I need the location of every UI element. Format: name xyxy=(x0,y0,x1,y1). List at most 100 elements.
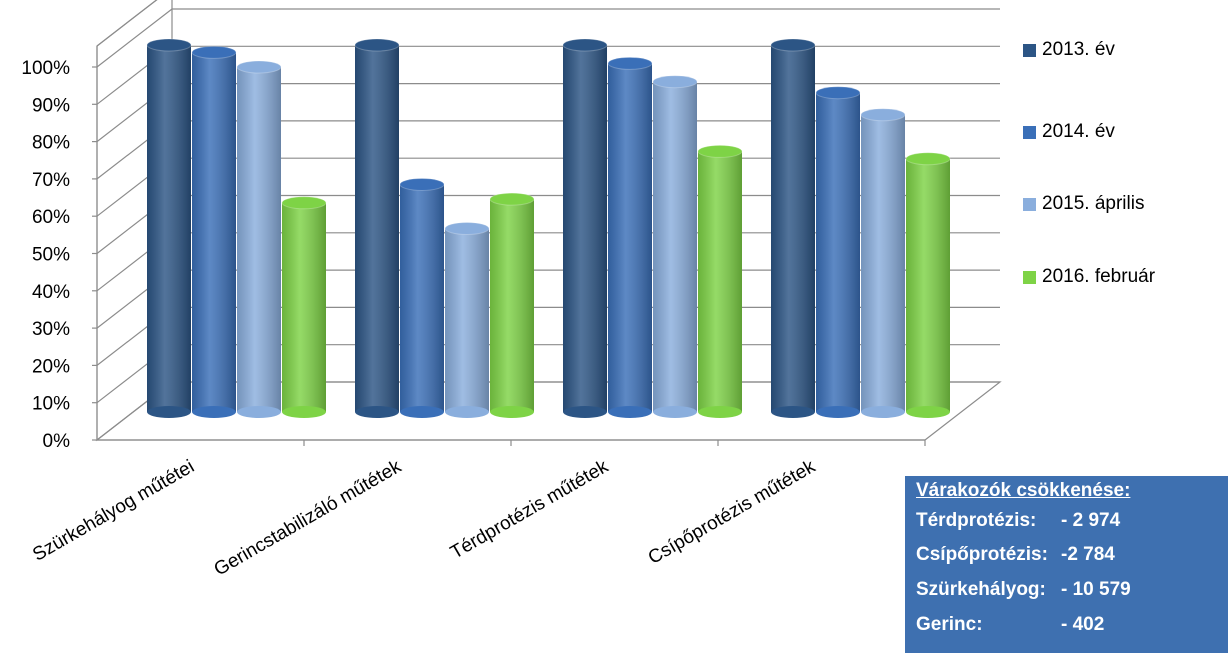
bar-base xyxy=(147,406,191,418)
bar xyxy=(905,152,951,418)
y-axis: 0% 10% 20% 30% 40% 50% 60% 70% 80% 90% 100% xyxy=(21,46,98,452)
bar xyxy=(281,196,327,418)
legend-label-2015: 2015. április xyxy=(1042,193,1145,214)
bar xyxy=(562,38,608,418)
bar-base xyxy=(355,406,399,418)
bar xyxy=(607,56,653,418)
bar-top xyxy=(236,60,282,74)
bar xyxy=(399,177,445,418)
info-row-label: Csípőprotézis: xyxy=(916,544,1048,565)
bar-base xyxy=(906,406,950,418)
info-box-title: Várakozók csökkenése: xyxy=(916,480,1131,501)
category-label: Térdprotézis műtétek xyxy=(447,456,612,564)
category-label: Gerincstabilizáló műtétek xyxy=(211,456,406,581)
bar-shading xyxy=(816,92,860,413)
waitlist-reduction-box: Várakozók csökkenése: Térdprotézis: - 2 … xyxy=(905,476,1228,653)
bar-top xyxy=(354,38,400,52)
y-tick-label: 0% xyxy=(43,431,71,452)
category-label: Csípőprotézis műtétek xyxy=(645,456,820,569)
bar-top xyxy=(489,192,535,206)
bar xyxy=(697,144,743,418)
bar xyxy=(444,222,490,418)
bar-shading xyxy=(563,45,607,412)
bar-top xyxy=(191,45,237,59)
bar-top xyxy=(281,196,327,210)
bar-shading xyxy=(147,45,191,412)
legend-swatch-2013 xyxy=(1023,43,1036,57)
info-row-value: -2 784 xyxy=(1061,544,1115,565)
bar-base xyxy=(445,406,489,418)
y-tick-label: 10% xyxy=(32,394,70,415)
bar-top xyxy=(815,86,861,100)
info-row-value: - 10 579 xyxy=(1061,579,1131,600)
bars xyxy=(146,38,951,418)
y-tick-label: 90% xyxy=(32,95,70,116)
bar-base xyxy=(771,406,815,418)
bar-base xyxy=(861,406,905,418)
bar-shading xyxy=(490,199,534,412)
bar-base xyxy=(282,406,326,418)
bar-top xyxy=(860,108,906,122)
bar-top xyxy=(562,38,608,52)
bar-shading xyxy=(861,114,905,412)
bar-shading xyxy=(237,67,281,413)
bar xyxy=(191,45,237,418)
bar-base xyxy=(237,406,281,418)
bar-base xyxy=(563,406,607,418)
legend-item-2016: 2016. február xyxy=(1023,265,1155,289)
y-tick-label: 100% xyxy=(21,58,70,79)
bar xyxy=(770,38,816,418)
gridline xyxy=(96,8,1000,68)
bar-top xyxy=(905,152,951,166)
bar-base xyxy=(490,406,534,418)
bar-top xyxy=(697,144,743,158)
y-tick-label: 40% xyxy=(32,282,70,303)
bar-shading xyxy=(355,45,399,412)
bar-shading xyxy=(445,228,489,412)
legend-label-2016: 2016. február xyxy=(1042,266,1156,287)
legend-label-2014: 2014. év xyxy=(1042,121,1115,142)
x-axis: Szürkehályog műtétei Gerincstabilizáló mű… xyxy=(29,439,926,581)
bar-top xyxy=(770,38,816,52)
y-tick-label: 80% xyxy=(32,133,70,154)
y-tick-label: 50% xyxy=(32,245,70,266)
legend-swatch-2015 xyxy=(1023,197,1036,211)
y-tick-label: 20% xyxy=(32,356,70,377)
bar xyxy=(860,108,906,418)
bar xyxy=(236,60,282,418)
info-row-label: Szürkehályog: xyxy=(916,579,1046,600)
bar-base xyxy=(400,406,444,418)
bar-shading xyxy=(771,45,815,412)
bar xyxy=(489,192,535,418)
bar-shading xyxy=(192,52,236,413)
bar-base xyxy=(192,406,236,418)
bar-top xyxy=(399,177,445,191)
bar-shading xyxy=(400,184,444,412)
bar-top xyxy=(607,56,653,70)
info-row-value: - 2 974 xyxy=(1061,510,1121,531)
bar-shading xyxy=(282,202,326,412)
legend-item-2015: 2015. április xyxy=(1023,192,1144,216)
bar-shading xyxy=(608,63,652,412)
info-row-label: Gerinc: xyxy=(916,614,983,635)
bar xyxy=(354,38,400,418)
bar-base xyxy=(698,406,742,418)
bar-base xyxy=(608,406,652,418)
category-label: Szürkehályog műtétei xyxy=(29,456,198,566)
bar xyxy=(815,86,861,418)
bar xyxy=(652,75,698,418)
legend-item-2014: 2014. év xyxy=(1023,120,1115,144)
bar-shading xyxy=(653,81,697,412)
bar xyxy=(146,38,192,418)
y-tick-label: 70% xyxy=(32,170,70,191)
bar-base xyxy=(653,406,697,418)
bar-top xyxy=(444,222,490,235)
bar-shading xyxy=(906,158,950,412)
info-row-label: Térdprotézis: xyxy=(916,510,1037,531)
legend-label-2013: 2013. év xyxy=(1042,39,1115,60)
legend-swatch-2014 xyxy=(1023,125,1036,139)
bar-base xyxy=(816,406,860,418)
gridline-top xyxy=(96,0,158,47)
bar-top xyxy=(652,75,698,89)
